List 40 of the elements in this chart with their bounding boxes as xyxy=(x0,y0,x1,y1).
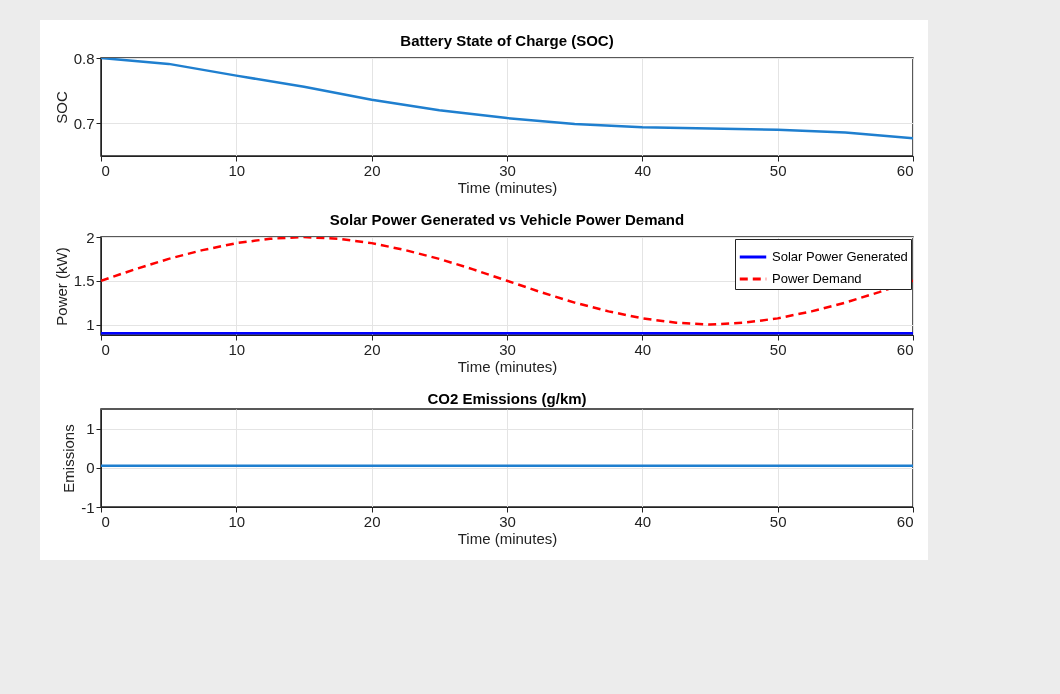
x-tick-label: 10 xyxy=(228,340,246,358)
x-tick-label: 10 xyxy=(228,512,246,530)
x-axis-title: Time (minutes) xyxy=(457,529,558,547)
x-tick-label: 0 xyxy=(101,340,110,358)
y-tick-label: 1.5 xyxy=(73,272,95,290)
x-tick-label: 20 xyxy=(363,161,381,179)
x-axis-title: Time (minutes) xyxy=(457,357,558,375)
x-tick-label: 40 xyxy=(634,340,652,358)
chart-title: CO2 Emissions (g/km) xyxy=(427,390,587,407)
legend-label: Power Demand xyxy=(772,271,862,286)
x-tick-label: 30 xyxy=(499,340,516,358)
x-tick-label: 30 xyxy=(499,512,516,530)
x-tick-label: 60 xyxy=(896,512,914,530)
x-tick-label: 0 xyxy=(101,512,110,530)
x-tick-label: 30 xyxy=(499,161,516,179)
y-tick-label: -1 xyxy=(81,498,95,516)
y-axis-title: SOC xyxy=(52,91,70,124)
x-tick-label: 20 xyxy=(363,512,381,530)
y-axis-title: Emissions xyxy=(60,424,78,493)
x-tick-label: 0 xyxy=(101,161,110,179)
legend-label: Solar Power Generated xyxy=(772,249,908,264)
x-axis-title: Time (minutes) xyxy=(457,178,558,196)
x-tick-label: 60 xyxy=(896,340,914,358)
x-tick-label: 50 xyxy=(769,340,787,358)
chart-title: Battery State of Charge (SOC) xyxy=(400,32,614,49)
y-tick-label: 0.7 xyxy=(73,114,95,132)
x-tick-label: 40 xyxy=(634,161,652,179)
x-tick-label: 10 xyxy=(228,161,246,179)
chart-title: Solar Power Generated vs Vehicle Power Demand xyxy=(329,211,685,228)
y-tick-label: 1 xyxy=(86,316,95,333)
x-tick-label: 40 xyxy=(634,512,652,530)
y-tick-label: 2 xyxy=(86,228,95,246)
y-tick-label: 1 xyxy=(86,420,95,438)
x-tick-label: 50 xyxy=(769,161,787,179)
y-tick-label: 0 xyxy=(86,459,95,477)
x-tick-label: 60 xyxy=(896,161,914,179)
x-tick-label: 50 xyxy=(769,512,787,530)
y-axis-title: Power (kW) xyxy=(52,247,70,326)
x-tick-label: 20 xyxy=(363,340,381,358)
y-tick-label: 0.8 xyxy=(73,49,95,67)
